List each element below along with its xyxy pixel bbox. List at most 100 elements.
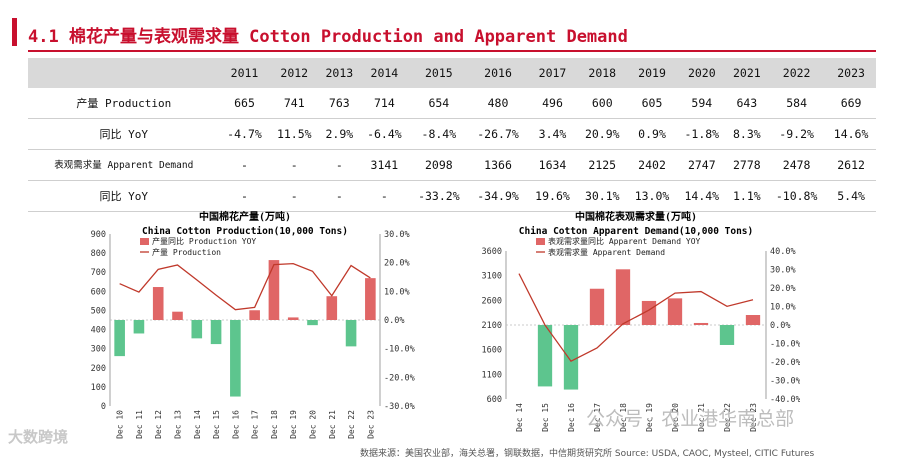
yoy-bar <box>249 310 260 320</box>
table-cell: - <box>319 149 360 181</box>
left-tick-label: 200 <box>91 364 106 374</box>
legend-bar-label: 产量同比 Production YOY <box>152 236 256 246</box>
x-tick-label: Dec 23 <box>749 403 758 432</box>
table-cell: 2402 <box>627 149 677 181</box>
table-cell: 0.9% <box>627 118 677 150</box>
x-tick-label: Dec 16 <box>231 410 240 439</box>
table-cell: 654 <box>409 88 469 119</box>
left-tick-label: 100 <box>91 383 106 393</box>
right-tick-label: -20.0% <box>384 373 415 383</box>
table-cell: 605 <box>627 88 677 119</box>
right-tick-label: 0.0% <box>770 321 790 331</box>
table-cell: -8.4% <box>409 118 469 150</box>
table-cell: 600 <box>577 88 628 119</box>
table-row: 产量 Production 665 741 763 714 654 480 496 600 605… <box>28 88 876 119</box>
chart-title: 中国棉花产量(万吨) <box>199 210 291 223</box>
yoy-bar <box>563 325 579 390</box>
yoy-bar <box>230 320 241 397</box>
table-year-header: 2016 <box>468 58 528 88</box>
table-year-header: 2012 <box>269 58 320 88</box>
table-cell: - <box>269 149 320 181</box>
table-cell: -10.8% <box>767 180 827 212</box>
yoy-bar <box>307 320 318 326</box>
table-cell: -6.4% <box>359 118 410 150</box>
x-tick-label: Dec 14 <box>193 410 202 439</box>
yoy-bar <box>268 260 280 320</box>
watermark-left: 大数跨境 <box>8 428 69 446</box>
left-tick-label: 3600 <box>482 247 502 257</box>
table-cell: -33.2% <box>409 180 469 212</box>
right-tick-label: -30.0% <box>770 377 800 387</box>
x-tick-label: Dec 17 <box>251 410 260 439</box>
left-tick-label: 400 <box>91 326 106 336</box>
table-cell: 2612 <box>826 149 876 181</box>
table-cell: - <box>319 180 360 212</box>
table-year-header: 2015 <box>409 58 469 88</box>
yoy-bar <box>667 298 683 325</box>
table-cell: 643 <box>726 88 768 119</box>
table-cell: 669 <box>826 88 876 119</box>
legend-bar-label: 表观需求量同比 Apparent Demand YOY <box>548 236 701 246</box>
slide-title: 4.1 棉花产量与表观需求量 Cotton Production and App… <box>28 27 628 47</box>
yoy-bar <box>152 287 164 320</box>
table-year-header: 2018 <box>577 58 628 88</box>
table-cell: 30.1% <box>577 180 628 212</box>
yoy-bar <box>210 320 222 345</box>
x-tick-label: Dec 20 <box>671 403 680 432</box>
table-cell: 11.5% <box>269 118 320 150</box>
table-cell: 2125 <box>577 149 628 181</box>
level-line <box>518 273 754 363</box>
table-cell: -4.7% <box>219 118 270 150</box>
left-tick-label: 2100 <box>482 321 502 331</box>
left-tick-label: 500 <box>91 306 106 316</box>
x-tick-label: Dec 16 <box>567 403 576 432</box>
yoy-bar <box>345 320 357 347</box>
table-cell: 2747 <box>676 149 727 181</box>
x-tick-label: Dec 12 <box>154 410 163 439</box>
table-cell: -9.2% <box>767 118 827 150</box>
left-tick-label: 600 <box>487 395 502 405</box>
yoy-bar <box>641 300 657 325</box>
x-tick-label: Dec 21 <box>697 403 706 432</box>
chart-subtitle: China Cotton Production(10,000 Tons) <box>142 226 348 237</box>
yoy-bar <box>615 269 631 325</box>
left-tick-label: 0 <box>101 402 106 412</box>
right-tick-label: -10.0% <box>770 340 800 350</box>
table-cell: - <box>219 180 270 212</box>
yoy-bar <box>719 325 735 345</box>
table-row-label: 同比 YoY <box>28 118 220 150</box>
yoy-bar <box>589 288 605 325</box>
watermark-right: 公众号 · 农业港华南总部 <box>586 408 795 430</box>
table-year-header: 2013 <box>319 58 360 88</box>
right-tick-label: -40.0% <box>770 395 800 405</box>
table-cell: 3141 <box>359 149 410 181</box>
x-tick-label: Dec 15 <box>541 403 550 432</box>
legend-line-label: 产量 Production <box>152 247 221 257</box>
table-row: 同比 YoY - - - - -33.2% -34.9% 19.6% 30.1% 13.0% 14.… <box>28 180 876 212</box>
table-cell: - <box>269 180 320 212</box>
yoy-bar <box>537 325 553 387</box>
x-tick-label: Dec 14 <box>515 403 524 432</box>
x-tick-label: Dec 21 <box>328 410 337 439</box>
x-tick-label: Dec 18 <box>270 410 279 439</box>
table-cell: 2.9% <box>319 118 360 150</box>
x-tick-label: Dec 19 <box>289 410 298 439</box>
left-tick-label: 1600 <box>482 346 502 356</box>
left-tick-label: 900 <box>91 230 106 240</box>
table-row: 同比 YoY -4.7% 11.5% 2.9% -6.4% -8.4% -26.7% 3.4%… <box>28 118 876 150</box>
table-year-header: 2020 <box>676 58 727 88</box>
table-cell: 5.4% <box>826 180 876 212</box>
chart-title: 中国棉花表观需求量(万吨) <box>575 210 697 223</box>
table-cell: -1.8% <box>676 118 727 150</box>
title-accent-bar <box>12 18 17 46</box>
table-header-row: 2011 2012 2013 2014 2015 2016 2017 2018 2019 2020… <box>28 58 876 88</box>
table-cell: 3.4% <box>527 118 578 150</box>
table-year-header: 2021 <box>726 58 768 88</box>
table-body: 产量 Production 665 741 763 714 654 480 496 600 605… <box>28 88 876 212</box>
apparent-demand-chart: 中国棉花表观需求量(万吨) China Cotton Apparent Deman… <box>482 210 800 432</box>
left-tick-label: 700 <box>91 268 106 278</box>
table-cell: 1634 <box>527 149 578 181</box>
table-cell: -34.9% <box>468 180 528 212</box>
x-tick-label: Dec 10 <box>116 410 125 439</box>
table-cell: 2778 <box>726 149 768 181</box>
